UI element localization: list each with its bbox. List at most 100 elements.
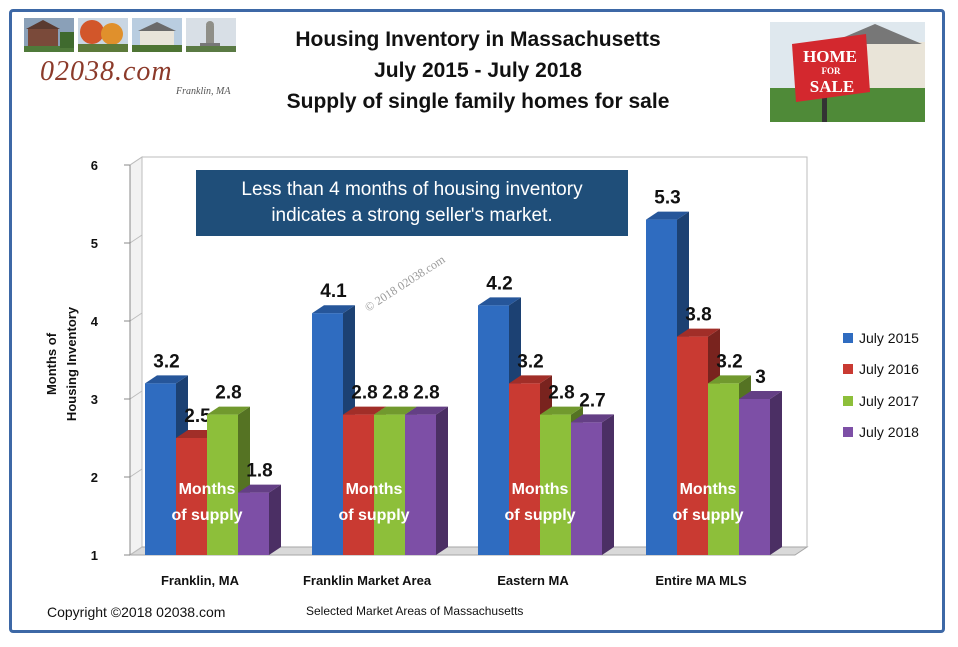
legend-label: July 2016	[859, 361, 919, 378]
callout-line-1: Less than 4 months of housing inventory	[241, 179, 583, 200]
bar-top	[540, 406, 583, 415]
legend-item-july-2016: July 2016	[843, 354, 919, 386]
sale-sign-text-2: FOR	[822, 66, 841, 76]
bar	[509, 383, 540, 555]
data-label: 3.2	[517, 351, 543, 372]
chart-side-wall	[129, 156, 143, 556]
statue-photo	[186, 18, 236, 52]
bar-top	[312, 305, 355, 314]
bar-top	[571, 414, 614, 423]
legend-swatch	[843, 427, 853, 438]
data-label: 2.5	[184, 406, 211, 427]
bar-top	[677, 328, 720, 337]
data-label: 3.2	[153, 351, 179, 372]
chart-legend: July 2015 July 2016 July 2017 July 2018	[843, 322, 919, 448]
brand-logo: 02038.com	[40, 56, 173, 87]
legend-label: July 2018	[859, 424, 919, 441]
bar	[312, 313, 343, 555]
data-label: 4.1	[320, 281, 347, 302]
y-tick-label: 2	[91, 470, 98, 485]
bar-top	[739, 391, 782, 399]
y-gridline	[129, 468, 143, 478]
sale-sign-text-3: SALE	[810, 77, 854, 96]
legend-swatch	[843, 364, 853, 375]
data-label: 2.8	[413, 383, 439, 404]
y-tick-label: 1	[91, 548, 98, 563]
bar-inner-label-line-1: Months	[346, 481, 403, 498]
bar-inner-label-line-2: of supply	[338, 507, 409, 524]
title-line-2: July 2015 - July 2018	[374, 59, 582, 82]
legend-item-july-2015: July 2015	[843, 322, 919, 354]
data-label: 2.8	[351, 383, 377, 404]
bar-top	[343, 406, 386, 415]
bar	[677, 336, 708, 555]
legend-item-july-2018: July 2018	[843, 417, 919, 449]
bar-side	[436, 406, 448, 555]
bar-top	[646, 211, 689, 220]
y-tick-label: 5	[91, 236, 98, 251]
bar	[176, 438, 207, 555]
home-for-sale-sign-photo: HOME FOR SALE	[770, 22, 925, 122]
bar	[405, 414, 436, 555]
x-category-label: Franklin, MA	[161, 573, 240, 588]
bar-side	[269, 484, 281, 555]
x-category-label: Entire MA MLS	[655, 573, 747, 588]
bar	[145, 383, 176, 555]
bar	[571, 422, 602, 555]
bar-inner-label-line-2: of supply	[504, 507, 575, 524]
bar	[374, 414, 405, 555]
y-gridline	[129, 546, 143, 556]
bar	[343, 414, 374, 555]
y-tick-label: 6	[91, 158, 98, 173]
photo-strip	[24, 18, 236, 52]
legend-item-july-2017: July 2017	[843, 385, 919, 417]
title-line-3: Supply of single family homes for sale	[286, 90, 670, 113]
bar-inner-label-line-1: Months	[680, 481, 737, 498]
bar-top	[238, 484, 281, 493]
legend-label: July 2017	[859, 392, 919, 409]
data-label: 4.2	[486, 273, 512, 294]
legend-swatch	[843, 395, 853, 406]
chart-title: Housing Inventory in Massachusetts July …	[240, 24, 716, 117]
x-axis-title: Selected Market Areas of Massachusetts	[306, 604, 524, 618]
bar-inner-label-line-1: Months	[512, 481, 569, 498]
data-label: 2.8	[215, 383, 241, 404]
bar-top	[478, 297, 521, 306]
bar	[739, 399, 770, 555]
y-tick-label: 4	[91, 314, 99, 329]
y-gridline	[129, 234, 143, 244]
data-label: 2.7	[579, 390, 605, 411]
data-label: 3.2	[716, 351, 742, 372]
data-label: 3	[755, 367, 766, 388]
copyright-text: Copyright ©2018 02038.com	[47, 604, 226, 620]
bar	[708, 383, 739, 555]
data-label: 3.8	[685, 305, 711, 326]
bar	[238, 492, 269, 555]
bar-top	[405, 406, 448, 415]
y-axis-title-line-1: Months of	[44, 332, 59, 395]
bar	[646, 219, 677, 555]
bar-inner-label-line-1: Months	[179, 481, 236, 498]
legend-label: July 2015	[859, 329, 919, 346]
legend-swatch	[843, 332, 853, 343]
sale-sign-text-1: HOME	[803, 47, 857, 66]
bar	[478, 305, 509, 555]
data-label: 5.3	[654, 188, 680, 209]
bar-side	[770, 391, 782, 555]
y-gridline	[129, 390, 143, 400]
bar-top	[207, 406, 250, 415]
brand-location: Franklin, MA	[176, 86, 231, 97]
data-label: 2.8	[382, 383, 408, 404]
bar-inner-label-line-2: of supply	[672, 507, 743, 524]
autumn-tree-photo	[78, 18, 128, 52]
bar	[540, 414, 571, 555]
data-label: 2.8	[548, 383, 574, 404]
x-category-label: Eastern MA	[497, 573, 569, 588]
data-label: 1.8	[246, 461, 272, 482]
bar-inner-label-line-2: of supply	[171, 507, 242, 524]
bar-top	[145, 375, 188, 384]
title-line-1: Housing Inventory in Massachusetts	[295, 28, 661, 51]
town-hall-photo	[132, 18, 182, 52]
bar-top	[374, 406, 417, 415]
